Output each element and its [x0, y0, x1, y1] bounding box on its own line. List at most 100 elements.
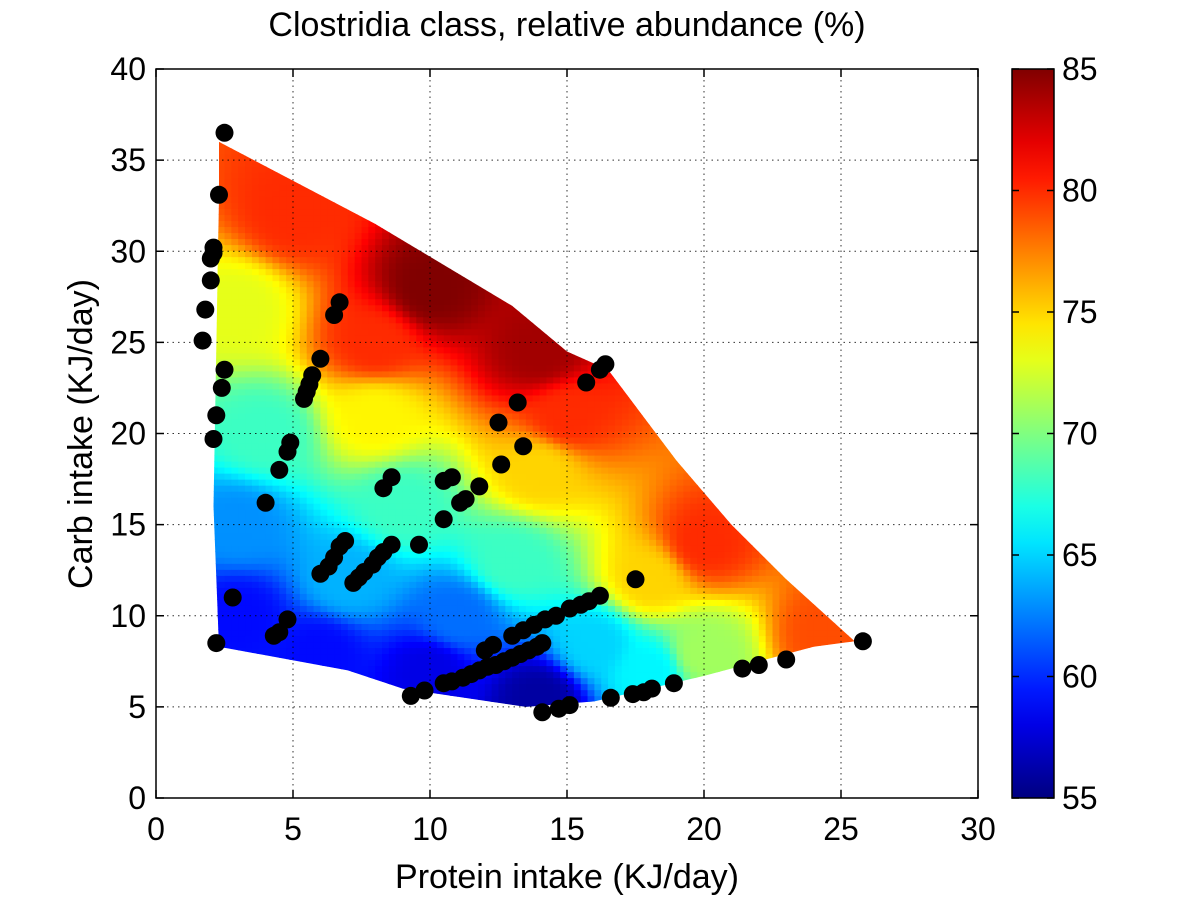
heatmap-cell	[306, 551, 315, 558]
heatmap-cell	[519, 461, 527, 468]
heatmap-cell	[361, 533, 369, 540]
heatmap-cell	[491, 160, 500, 167]
heatmap-cell	[258, 424, 267, 432]
heatmap-cell	[258, 406, 267, 414]
heatmap-cell	[299, 635, 308, 643]
heatmap-cell	[423, 557, 431, 564]
heatmap-cell	[340, 154, 349, 161]
heatmap-cell	[204, 593, 211, 600]
heatmap-cell	[498, 677, 506, 685]
heatmap-cell	[361, 455, 369, 462]
heatmap-cell	[450, 575, 458, 582]
heatmap-cell	[361, 184, 369, 191]
heatmap-cell	[245, 521, 253, 528]
heatmap-cell	[491, 208, 500, 216]
heatmap-cell	[519, 708, 526, 715]
heatmap-cell	[272, 274, 280, 282]
heatmap-cell	[231, 557, 239, 564]
heatmap-cell	[477, 376, 486, 384]
heatmap-cell	[471, 256, 479, 264]
heatmap-cell	[505, 226, 513, 234]
heatmap-cell	[354, 479, 363, 486]
heatmap-cell	[224, 208, 232, 216]
heatmap-cell	[382, 358, 390, 366]
heatmap-cell	[519, 238, 527, 246]
heatmap-cell	[430, 298, 438, 306]
heatmap-cell	[306, 334, 315, 342]
heatmap-cell	[272, 370, 280, 378]
heatmap-cell	[464, 328, 472, 336]
heatmap-cell	[416, 430, 424, 438]
heatmap-cell	[354, 358, 363, 366]
heatmap-cell	[464, 364, 472, 372]
heatmap-cell	[416, 708, 423, 715]
heatmap-cell	[471, 424, 479, 432]
heatmap-cell	[388, 461, 397, 468]
heatmap-cell	[272, 364, 280, 372]
heatmap-cell	[436, 232, 445, 240]
heatmap-cell	[532, 436, 541, 444]
heatmap-cell	[423, 346, 431, 354]
heatmap-cell	[245, 160, 253, 167]
heatmap-cell	[457, 708, 464, 715]
heatmap-cell	[512, 509, 520, 516]
heatmap-cell	[313, 292, 321, 300]
heatmap-cell	[327, 455, 335, 462]
heatmap-cell	[457, 545, 465, 552]
heatmap-cell	[231, 376, 239, 384]
heatmap-cell	[450, 539, 458, 546]
heatmap-cell	[341, 124, 348, 131]
heatmap-cell	[334, 184, 342, 191]
heatmap-cell	[340, 400, 349, 408]
heatmap-cell	[450, 623, 458, 631]
heatmap-cell	[258, 292, 267, 300]
heatmap-cell	[245, 232, 253, 240]
heatmap-cell	[430, 575, 438, 582]
heatmap-cell	[382, 611, 390, 618]
heatmap-cell	[423, 641, 431, 649]
heatmap-cell	[382, 527, 390, 534]
heatmap-cell	[313, 653, 321, 661]
heatmap-cell	[238, 581, 246, 588]
heatmap-cell	[272, 328, 280, 336]
heatmap-cell	[265, 226, 274, 234]
heatmap-cell	[238, 695, 246, 703]
heatmap-cell	[368, 382, 376, 390]
heatmap-cell	[197, 196, 204, 203]
heatmap-cell	[204, 515, 211, 522]
heatmap-cell	[231, 569, 239, 576]
heatmap-cell	[293, 491, 301, 498]
heatmap-cell	[334, 611, 342, 618]
heatmap-cell	[293, 322, 301, 330]
heatmap-cell	[299, 455, 308, 462]
heatmap-cell	[491, 202, 500, 210]
heatmap-cell	[368, 503, 376, 510]
heatmap-cell	[525, 310, 534, 318]
heatmap-cell	[293, 629, 301, 637]
heatmap-cell	[354, 172, 363, 179]
heatmap-cell	[416, 298, 424, 306]
heatmap-cell	[272, 352, 280, 360]
heatmap-cell	[231, 708, 238, 715]
heatmap-cell	[265, 412, 274, 420]
heatmap-cell	[519, 521, 527, 528]
heatmap-cell	[430, 605, 438, 612]
heatmap-cell	[532, 503, 541, 510]
heatmap-cell	[450, 406, 458, 414]
heatmap-cell	[430, 220, 438, 228]
heatmap-cell	[279, 166, 287, 173]
heatmap-cell	[341, 130, 348, 137]
heatmap-cell	[375, 178, 383, 185]
heatmap-cell	[416, 641, 424, 649]
heatmap-cell	[368, 310, 376, 318]
heatmap-cell	[484, 322, 493, 330]
heatmap-cell	[217, 527, 226, 534]
heatmap-cell	[491, 328, 500, 336]
heatmap-cell	[272, 569, 280, 576]
heatmap-cell	[395, 569, 404, 576]
heatmap-cell	[430, 358, 438, 366]
heatmap-cell	[457, 569, 465, 576]
heatmap-cell	[320, 659, 328, 667]
heatmap-cell	[306, 659, 315, 667]
heatmap-cell	[423, 286, 431, 294]
